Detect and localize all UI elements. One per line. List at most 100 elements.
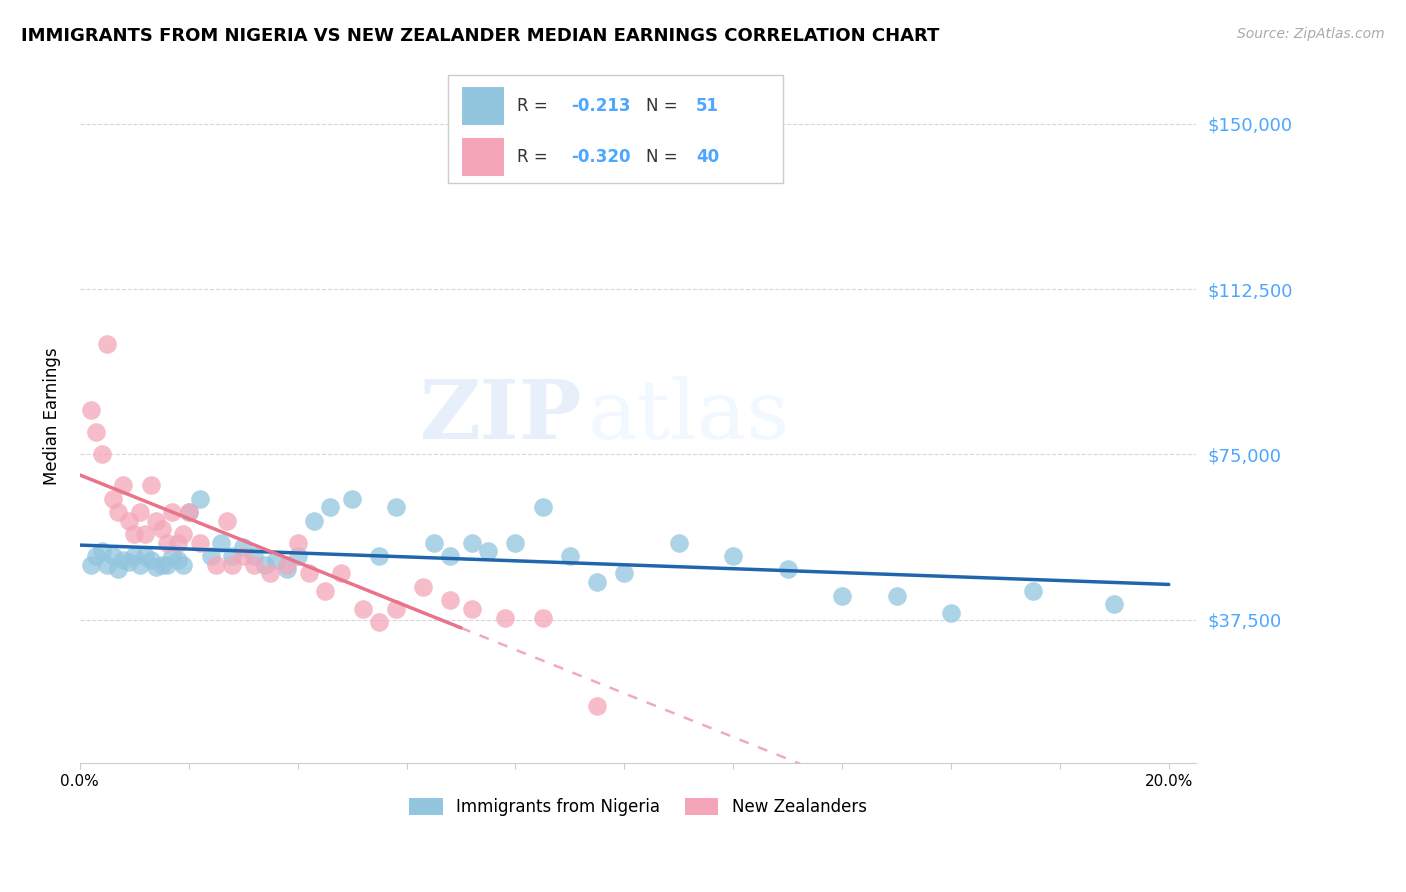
Point bbox=[134, 549, 156, 563]
FancyBboxPatch shape bbox=[461, 87, 503, 126]
Point bbox=[886, 589, 908, 603]
Point bbox=[215, 514, 238, 528]
Point bbox=[264, 553, 287, 567]
Point bbox=[330, 566, 353, 581]
Point bbox=[172, 558, 194, 572]
Point bbox=[368, 615, 391, 629]
Point bbox=[209, 535, 232, 549]
Text: -0.320: -0.320 bbox=[571, 148, 630, 166]
Point bbox=[107, 505, 129, 519]
Point bbox=[461, 535, 484, 549]
Point bbox=[276, 562, 298, 576]
Point bbox=[96, 558, 118, 572]
Point bbox=[118, 514, 141, 528]
Point bbox=[721, 549, 744, 563]
Point bbox=[162, 549, 184, 563]
Point bbox=[145, 560, 167, 574]
Point bbox=[150, 558, 173, 572]
Point bbox=[162, 505, 184, 519]
Text: N =: N = bbox=[645, 148, 682, 166]
Point bbox=[384, 500, 406, 515]
Point bbox=[156, 558, 179, 572]
Point bbox=[505, 535, 527, 549]
Text: 51: 51 bbox=[696, 97, 718, 115]
Point bbox=[423, 535, 446, 549]
Text: N =: N = bbox=[645, 97, 682, 115]
Point bbox=[368, 549, 391, 563]
Point bbox=[134, 526, 156, 541]
Point bbox=[221, 558, 243, 572]
Text: Source: ZipAtlas.com: Source: ZipAtlas.com bbox=[1237, 27, 1385, 41]
Point bbox=[84, 549, 107, 563]
FancyBboxPatch shape bbox=[449, 76, 783, 183]
Point bbox=[145, 514, 167, 528]
Point bbox=[112, 553, 135, 567]
Point bbox=[124, 526, 146, 541]
Point bbox=[188, 491, 211, 506]
Text: IMMIGRANTS FROM NIGERIA VS NEW ZEALANDER MEDIAN EARNINGS CORRELATION CHART: IMMIGRANTS FROM NIGERIA VS NEW ZEALANDER… bbox=[21, 27, 939, 45]
Text: R =: R = bbox=[517, 97, 554, 115]
Point bbox=[232, 540, 254, 554]
Text: R =: R = bbox=[517, 148, 554, 166]
Point bbox=[276, 558, 298, 572]
Point bbox=[613, 566, 636, 581]
Point bbox=[586, 575, 609, 590]
Point bbox=[384, 601, 406, 615]
Point bbox=[259, 566, 281, 581]
Point bbox=[531, 500, 554, 515]
Point bbox=[1021, 584, 1043, 599]
Legend: Immigrants from Nigeria, New Zealanders: Immigrants from Nigeria, New Zealanders bbox=[401, 789, 875, 824]
Point bbox=[221, 549, 243, 563]
Point bbox=[586, 698, 609, 713]
Point bbox=[188, 535, 211, 549]
Point bbox=[531, 610, 554, 624]
Point bbox=[80, 403, 103, 417]
Point bbox=[80, 558, 103, 572]
Point bbox=[243, 549, 266, 563]
Point bbox=[118, 556, 141, 570]
Point bbox=[477, 544, 499, 558]
Point bbox=[200, 549, 222, 563]
Point bbox=[494, 610, 516, 624]
Point bbox=[96, 337, 118, 351]
Point bbox=[124, 549, 146, 563]
Point bbox=[831, 589, 853, 603]
Point bbox=[101, 491, 124, 506]
Point bbox=[128, 558, 150, 572]
Point bbox=[319, 500, 342, 515]
Point bbox=[340, 491, 363, 506]
Point bbox=[101, 549, 124, 563]
Point bbox=[253, 558, 276, 572]
Point bbox=[205, 558, 228, 572]
Point bbox=[139, 478, 162, 492]
Text: -0.213: -0.213 bbox=[571, 97, 630, 115]
Point bbox=[287, 549, 309, 563]
Text: atlas: atlas bbox=[588, 376, 790, 456]
Y-axis label: Median Earnings: Median Earnings bbox=[44, 347, 60, 484]
Point bbox=[150, 522, 173, 536]
Point bbox=[439, 549, 461, 563]
Point bbox=[177, 505, 200, 519]
Point bbox=[172, 526, 194, 541]
Text: 40: 40 bbox=[696, 148, 718, 166]
Point bbox=[302, 514, 325, 528]
Point bbox=[439, 593, 461, 607]
Point bbox=[128, 505, 150, 519]
Point bbox=[107, 562, 129, 576]
Point bbox=[776, 562, 799, 576]
Point bbox=[156, 535, 179, 549]
Point bbox=[314, 584, 336, 599]
Point bbox=[112, 478, 135, 492]
Point bbox=[668, 535, 690, 549]
Point bbox=[139, 553, 162, 567]
Point bbox=[167, 553, 190, 567]
Point bbox=[352, 601, 374, 615]
Point bbox=[90, 447, 112, 461]
Point bbox=[461, 601, 484, 615]
Point bbox=[1104, 598, 1126, 612]
Point bbox=[297, 566, 319, 581]
Point bbox=[177, 505, 200, 519]
Point bbox=[939, 606, 962, 620]
Text: ZIP: ZIP bbox=[419, 376, 582, 456]
Point bbox=[243, 558, 266, 572]
